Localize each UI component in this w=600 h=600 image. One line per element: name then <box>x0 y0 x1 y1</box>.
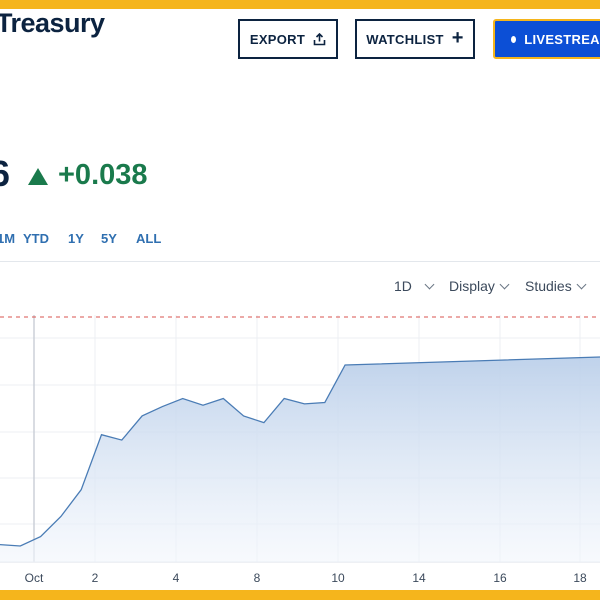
price-change: +0.038 <box>58 159 148 191</box>
livestream-button-label: LIVESTREAM <box>524 31 600 47</box>
chevron-down-icon <box>499 279 510 290</box>
display-label: Display <box>449 278 495 294</box>
chevron-down-icon <box>424 279 435 290</box>
share-icon <box>313 32 326 46</box>
range-1y[interactable]: 1Y <box>68 231 84 246</box>
x-tick-label: Oct <box>25 571 44 585</box>
up-arrow-icon <box>28 168 48 185</box>
x-tick-label: 18 <box>573 571 587 585</box>
range-ytd[interactable]: YTD <box>23 231 49 246</box>
x-tick-label: 10 <box>331 571 345 585</box>
x-tick-label: 2 <box>92 571 99 585</box>
studies-label: Studies <box>525 278 572 294</box>
studies-dropdown[interactable]: Studies <box>525 278 587 294</box>
plus-icon: + <box>451 27 464 49</box>
export-button-label: EXPORT <box>249 31 306 47</box>
x-tick-label: 8 <box>254 571 261 585</box>
interval-label: 1D <box>394 278 412 294</box>
watchlist-button-label: WATCHLIST <box>366 31 444 47</box>
page-title: Treasury <box>0 8 105 38</box>
display-dropdown[interactable]: Display <box>449 278 510 294</box>
x-tick-label: 14 <box>412 571 426 585</box>
range-1m[interactable]: 1M <box>0 231 16 246</box>
price-chart[interactable]: Oct 2 4 8 10 14 16 18 <box>0 300 600 590</box>
export-button[interactable]: EXPORT <box>238 19 338 59</box>
bottom-accent-bar <box>0 590 600 600</box>
range-5y[interactable]: 5Y <box>101 231 117 246</box>
divider <box>0 261 600 262</box>
chart-area <box>0 357 600 562</box>
watchlist-button[interactable]: WATCHLIST + <box>355 19 475 59</box>
price-value: 6 <box>0 153 11 194</box>
x-tick-label: 4 <box>173 571 180 585</box>
x-tick-label: 16 <box>493 571 507 585</box>
live-dot-icon <box>511 35 517 43</box>
range-all[interactable]: ALL <box>136 231 162 246</box>
top-accent-bar <box>0 0 600 9</box>
interval-dropdown[interactable]: 1D <box>394 278 435 294</box>
chevron-down-icon <box>576 279 587 290</box>
livestream-button[interactable]: LIVESTREAM <box>493 19 600 59</box>
